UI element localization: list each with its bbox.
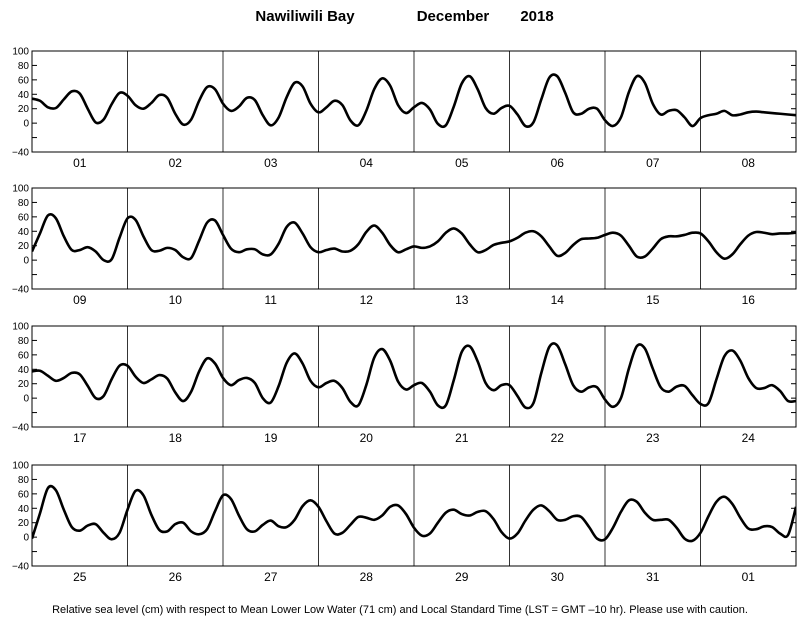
y-tick-label: 60 (18, 350, 30, 361)
title-location: Nawiliwili Bay (255, 8, 355, 25)
day-label: 17 (73, 431, 87, 445)
day-label: 28 (360, 570, 374, 584)
day-label: 14 (551, 293, 565, 307)
y-tick-label: 100 (12, 47, 29, 58)
day-label: 20 (360, 431, 374, 445)
day-label: 01 (73, 156, 87, 170)
chart-title: Nawiliwili Bay December 2018 (255, 8, 553, 25)
title-year: 2018 (520, 8, 553, 25)
y-tick-label: 60 (18, 75, 30, 86)
y-tick-label: −40 (12, 148, 29, 159)
y-tick-label: 40 (18, 365, 30, 376)
y-tick-label: 80 (18, 475, 30, 486)
title-month: December (417, 8, 490, 25)
y-tick-label: −40 (12, 562, 29, 573)
y-tick-label: 20 (18, 104, 30, 115)
day-label: 11 (265, 293, 278, 307)
footnote: Relative sea level (cm) with respect to … (52, 604, 748, 616)
y-tick-label: 40 (18, 504, 30, 515)
tide-panel-3: 100 80 60 40 20 0 −40 17 18 19 20 21 22 23 24 (12, 322, 797, 445)
day-label: 30 (551, 570, 565, 584)
day-label: 01 (742, 570, 756, 584)
y-tick-label: 40 (18, 90, 30, 101)
y-tick-label: 0 (23, 533, 29, 544)
y-tick-label: 100 (12, 461, 29, 472)
day-label: 26 (169, 570, 183, 584)
y-tick-label: 20 (18, 241, 30, 252)
day-label: 02 (169, 156, 183, 170)
day-label: 09 (73, 293, 87, 307)
day-label: 25 (73, 570, 87, 584)
y-tick-label: 60 (18, 212, 30, 223)
y-tick-label: 0 (23, 119, 29, 130)
day-label: 13 (455, 293, 469, 307)
y-tick-label: 80 (18, 336, 30, 347)
tide-panel-4: 100 80 60 40 20 0 −40 25 26 27 28 29 30 31 01 (12, 461, 797, 584)
day-label: 10 (169, 293, 183, 307)
day-label: 08 (742, 156, 756, 170)
tide-panel-1: 100 80 60 40 20 0 −40 01 02 03 04 05 06 07 08 (12, 47, 797, 170)
day-label: 16 (742, 293, 756, 307)
y-tick-label: 100 (12, 322, 29, 333)
y-tick-label: 80 (18, 198, 30, 209)
day-label: 07 (646, 156, 660, 170)
tide-series-line (32, 342, 796, 410)
day-label: 24 (742, 431, 756, 445)
y-tick-label: −40 (12, 285, 29, 296)
day-label: 18 (169, 431, 183, 445)
y-tick-label: 60 (18, 489, 30, 500)
day-label: 29 (455, 570, 469, 584)
y-tick-label: 0 (23, 256, 29, 267)
day-label: 05 (455, 156, 469, 170)
tide-series-line (32, 484, 796, 543)
day-label: 04 (360, 156, 374, 170)
day-label: 03 (264, 156, 278, 170)
y-tick-label: −40 (12, 423, 29, 434)
y-tick-label: 20 (18, 518, 30, 529)
day-label: 06 (551, 156, 565, 170)
y-tick-label: 80 (18, 61, 30, 72)
y-tick-label: 40 (18, 227, 30, 238)
y-tick-label: 20 (18, 379, 30, 390)
day-label: 23 (646, 431, 660, 445)
y-tick-label: 100 (12, 184, 29, 195)
day-label: 12 (360, 293, 374, 307)
day-label: 15 (646, 293, 660, 307)
day-label: 31 (646, 570, 660, 584)
day-label: 19 (264, 431, 278, 445)
y-tick-label: 0 (23, 394, 29, 405)
tide-series-line (32, 212, 796, 263)
tide-panel-2: 100 80 60 40 20 0 −40 09 10 11 12 13 14 15 16 (12, 184, 797, 307)
day-label: 22 (551, 431, 565, 445)
day-label: 27 (264, 570, 278, 584)
tide-series-line (32, 73, 796, 129)
day-label: 21 (455, 431, 469, 445)
